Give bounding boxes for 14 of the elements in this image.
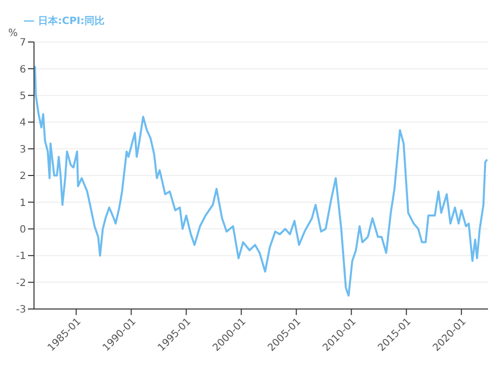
y-tick-label: 3 [20, 144, 26, 156]
y-tick-label: 2 [20, 171, 26, 182]
y-tick-label: -1 [16, 251, 26, 262]
y-tick-label: 6 [20, 64, 26, 76]
y-tick-label: 1 [20, 198, 26, 209]
y-axis-title: % [8, 28, 18, 39]
y-tick-label: 0 [20, 224, 26, 236]
y-tick-label: -3 [16, 304, 26, 316]
y-tick-label: 4 [20, 118, 26, 129]
y-tick-label: 5 [20, 90, 26, 102]
y-tick-label: 7 [20, 38, 26, 49]
y-tick-label: -2 [16, 278, 26, 289]
legend-label: 日本:CPI:同比 [38, 16, 104, 27]
line-series [34, 65, 488, 297]
